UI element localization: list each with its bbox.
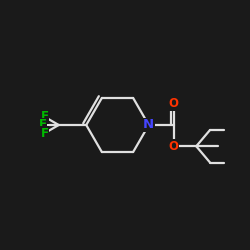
- Text: F: F: [41, 126, 49, 140]
- Text: O: O: [169, 140, 179, 153]
- Text: O: O: [169, 97, 179, 110]
- Text: N: N: [143, 118, 154, 132]
- Text: F: F: [38, 118, 46, 132]
- Text: F: F: [41, 110, 49, 123]
